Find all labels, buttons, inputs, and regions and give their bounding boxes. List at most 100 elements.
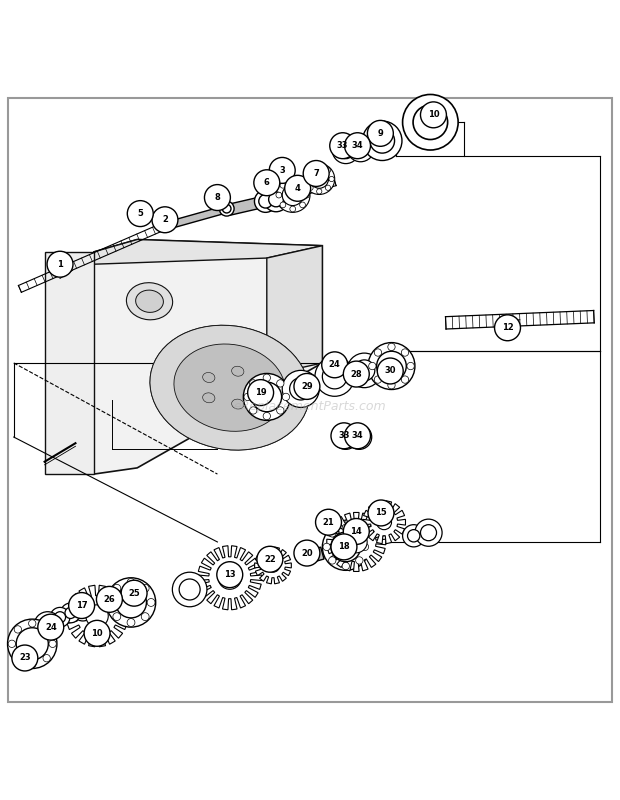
Circle shape bbox=[339, 430, 353, 445]
Circle shape bbox=[244, 394, 251, 401]
Circle shape bbox=[277, 380, 284, 387]
Circle shape bbox=[401, 376, 409, 383]
Circle shape bbox=[280, 182, 286, 188]
Circle shape bbox=[310, 170, 329, 188]
Circle shape bbox=[263, 412, 270, 420]
Circle shape bbox=[415, 519, 442, 546]
Circle shape bbox=[259, 194, 272, 208]
Circle shape bbox=[299, 182, 306, 188]
Circle shape bbox=[407, 530, 420, 542]
Polygon shape bbox=[94, 239, 322, 474]
Text: 21: 21 bbox=[322, 518, 334, 526]
Circle shape bbox=[277, 406, 284, 414]
Circle shape bbox=[29, 620, 36, 627]
Text: 10: 10 bbox=[91, 629, 103, 638]
Circle shape bbox=[266, 558, 280, 572]
Circle shape bbox=[34, 612, 61, 639]
Circle shape bbox=[331, 532, 361, 562]
Text: 22: 22 bbox=[264, 554, 276, 564]
Circle shape bbox=[323, 543, 330, 550]
Circle shape bbox=[343, 361, 370, 387]
Circle shape bbox=[141, 613, 149, 621]
Circle shape bbox=[257, 546, 283, 572]
Polygon shape bbox=[66, 586, 128, 647]
Text: 14: 14 bbox=[350, 527, 362, 536]
Text: 34: 34 bbox=[352, 431, 363, 440]
Circle shape bbox=[308, 185, 313, 190]
Circle shape bbox=[47, 251, 73, 277]
Circle shape bbox=[345, 133, 371, 158]
Circle shape bbox=[254, 170, 280, 196]
Circle shape bbox=[247, 380, 273, 406]
Circle shape bbox=[243, 374, 290, 420]
Circle shape bbox=[179, 579, 200, 600]
Circle shape bbox=[217, 562, 242, 588]
Circle shape bbox=[370, 129, 394, 153]
Circle shape bbox=[334, 425, 358, 450]
Circle shape bbox=[322, 523, 370, 570]
Circle shape bbox=[86, 605, 108, 627]
Circle shape bbox=[420, 525, 436, 541]
Text: 20: 20 bbox=[301, 549, 312, 558]
Circle shape bbox=[420, 102, 446, 128]
Circle shape bbox=[282, 370, 319, 407]
Text: 9: 9 bbox=[378, 129, 383, 138]
Circle shape bbox=[43, 626, 50, 633]
Text: 29: 29 bbox=[301, 382, 312, 391]
Text: 15: 15 bbox=[375, 509, 387, 518]
Text: 7: 7 bbox=[313, 169, 319, 178]
Circle shape bbox=[294, 374, 320, 399]
Polygon shape bbox=[161, 206, 224, 230]
Polygon shape bbox=[198, 546, 262, 610]
Circle shape bbox=[495, 315, 520, 341]
Text: eReplacementParts.com: eReplacementParts.com bbox=[234, 400, 386, 413]
Circle shape bbox=[40, 618, 56, 634]
Circle shape bbox=[218, 566, 241, 590]
Circle shape bbox=[352, 430, 367, 445]
Circle shape bbox=[147, 598, 155, 606]
Circle shape bbox=[141, 584, 149, 592]
Circle shape bbox=[290, 378, 312, 400]
Circle shape bbox=[14, 654, 22, 662]
Circle shape bbox=[127, 201, 153, 226]
Circle shape bbox=[121, 580, 147, 606]
Circle shape bbox=[107, 598, 115, 606]
Circle shape bbox=[219, 202, 234, 216]
Circle shape bbox=[329, 177, 334, 182]
Text: 17: 17 bbox=[76, 601, 87, 610]
Circle shape bbox=[378, 358, 403, 384]
Circle shape bbox=[38, 614, 64, 640]
Circle shape bbox=[343, 518, 370, 545]
Circle shape bbox=[317, 189, 322, 194]
Ellipse shape bbox=[150, 326, 309, 450]
Circle shape bbox=[84, 620, 110, 646]
Ellipse shape bbox=[150, 326, 309, 450]
Ellipse shape bbox=[174, 344, 286, 431]
Text: 10: 10 bbox=[428, 110, 439, 119]
Circle shape bbox=[316, 510, 342, 535]
Circle shape bbox=[326, 168, 330, 173]
Circle shape bbox=[332, 137, 360, 164]
Ellipse shape bbox=[249, 382, 262, 393]
Text: 8: 8 bbox=[215, 193, 220, 202]
Circle shape bbox=[113, 613, 121, 621]
Circle shape bbox=[342, 562, 350, 570]
Circle shape bbox=[308, 168, 313, 173]
Text: 13: 13 bbox=[224, 570, 236, 579]
Circle shape bbox=[342, 524, 350, 531]
Circle shape bbox=[345, 423, 371, 449]
Circle shape bbox=[361, 543, 369, 550]
Circle shape bbox=[413, 105, 448, 139]
Circle shape bbox=[347, 134, 374, 162]
Circle shape bbox=[299, 202, 306, 208]
Circle shape bbox=[69, 593, 95, 618]
Circle shape bbox=[12, 645, 38, 671]
Circle shape bbox=[152, 207, 178, 233]
Circle shape bbox=[374, 349, 382, 356]
Circle shape bbox=[407, 362, 414, 370]
Circle shape bbox=[347, 425, 372, 450]
Circle shape bbox=[290, 178, 296, 184]
Text: 3: 3 bbox=[280, 166, 285, 175]
Circle shape bbox=[282, 394, 290, 401]
Text: 34: 34 bbox=[352, 142, 363, 150]
